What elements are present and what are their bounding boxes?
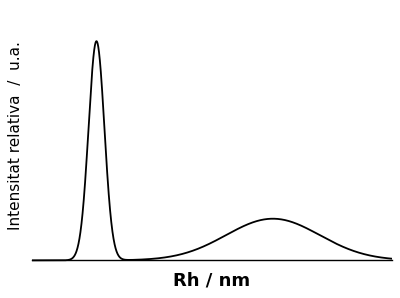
X-axis label: Rh / nm: Rh / nm: [173, 271, 250, 289]
Y-axis label: Intensitat relativa  /  u.a.: Intensitat relativa / u.a.: [8, 41, 23, 230]
